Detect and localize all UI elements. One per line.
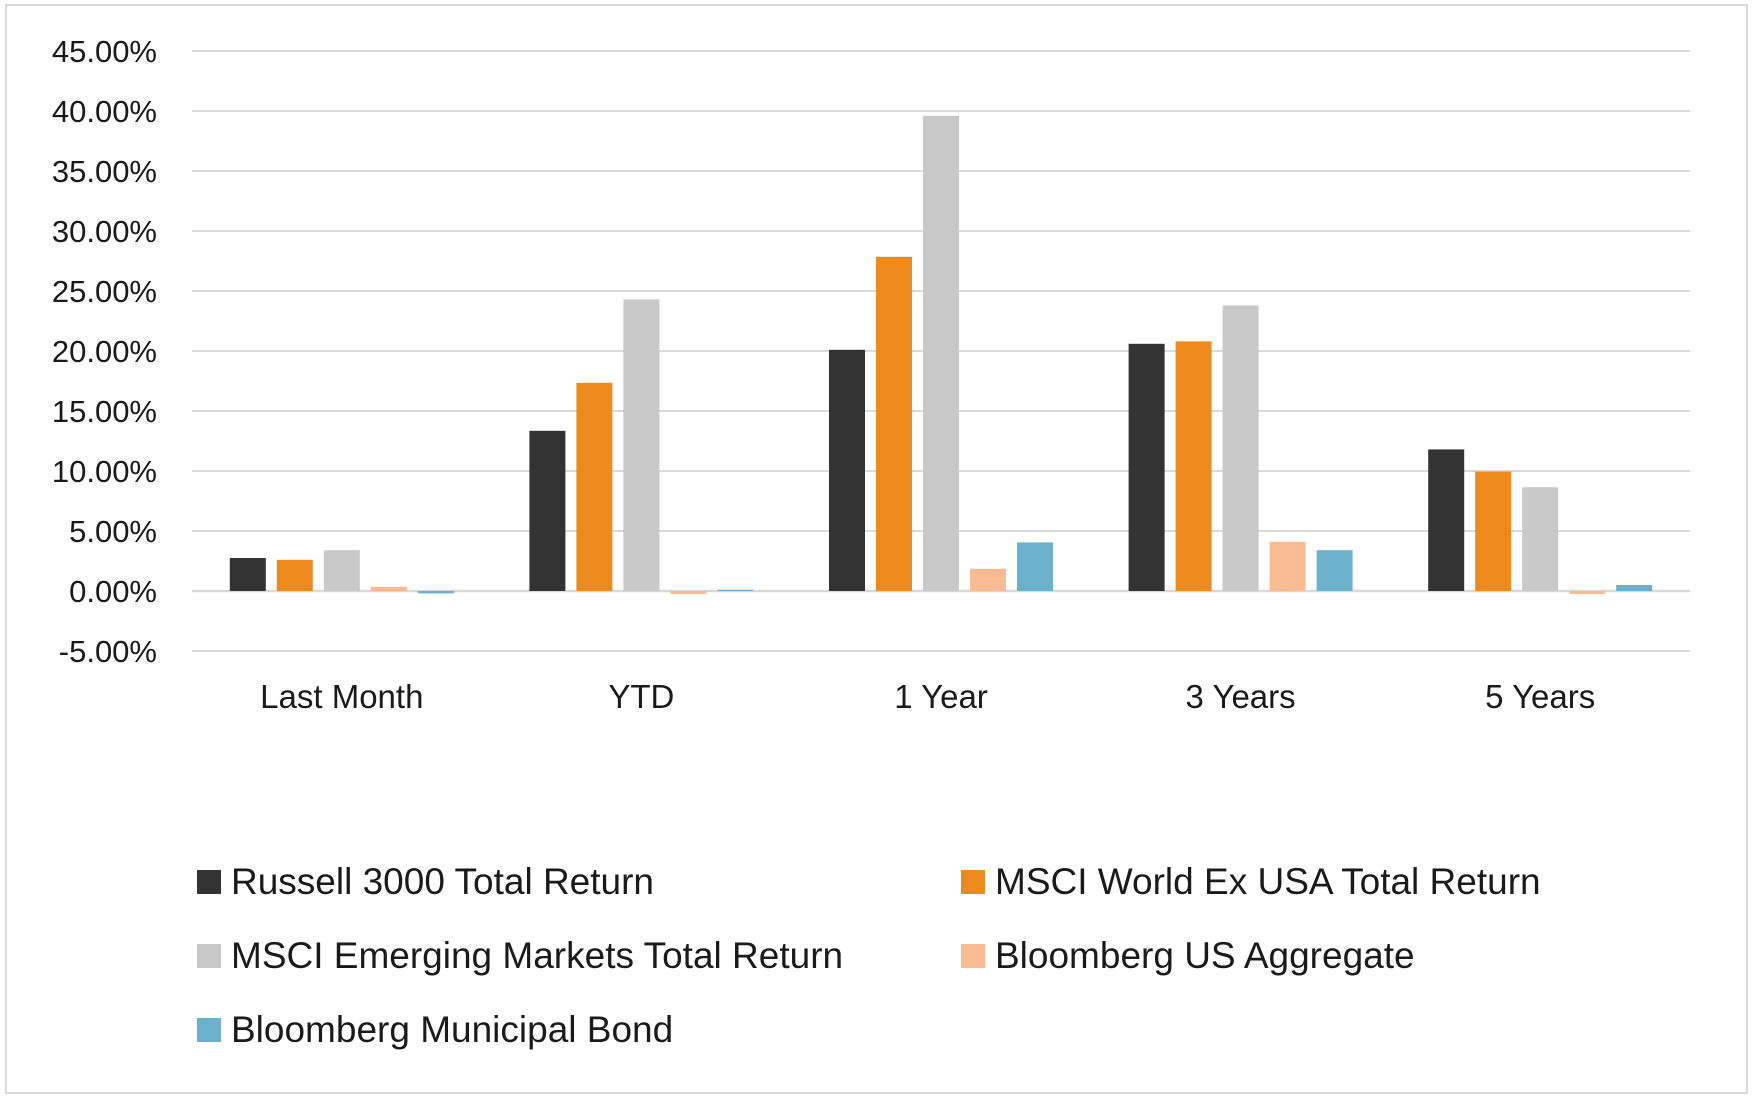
bar (1017, 542, 1053, 591)
y-tick-label: 45.00% (52, 34, 157, 69)
bar (717, 589, 754, 591)
y-tick-label: 40.00% (52, 94, 157, 129)
bar (276, 559, 313, 591)
legend-item: Russell 3000 Total Return (197, 861, 654, 903)
y-tick-label: 25.00% (52, 274, 157, 309)
legend-label: MSCI World Ex USA Total Return (995, 861, 1541, 902)
y-tick-label: 10.00% (52, 454, 157, 489)
y-tick-label: 5.00% (69, 514, 157, 549)
bar (1475, 471, 1512, 591)
y-tick-label: 35.00% (52, 154, 157, 189)
bar (370, 586, 407, 591)
bar (623, 299, 660, 591)
bar (1222, 305, 1259, 591)
bar (1522, 487, 1559, 591)
legend-swatch (961, 870, 985, 894)
legend-swatch (961, 944, 985, 968)
bar (576, 382, 613, 591)
x-category-label: YTD (608, 678, 674, 715)
y-tick-label: -5.00% (59, 634, 157, 669)
bar (229, 558, 266, 591)
bar (876, 256, 912, 591)
y-axis-tick-labels: 45.00% 40.00% 35.00% 30.00% 25.00% 20.00% 15.0… (52, 34, 157, 669)
bar (970, 568, 1006, 591)
y-tick-label: 15.00% (52, 394, 157, 429)
bar (670, 591, 707, 594)
bar (1269, 541, 1306, 591)
bar-chart: 45.00% 40.00% 35.00% 30.00% 25.00% 20.00% 15.0… (52, 34, 1690, 715)
legend-item: Bloomberg US Aggregate (961, 935, 1415, 977)
bar (323, 550, 360, 591)
bar (1569, 591, 1606, 594)
bar (1175, 341, 1212, 591)
x-category-label: Last Month (260, 678, 423, 715)
legend-label: Bloomberg Municipal Bond (231, 1009, 674, 1050)
bar (829, 349, 865, 591)
legend-swatch (197, 1018, 221, 1042)
bar (923, 115, 959, 592)
legend-item: MSCI Emerging Markets Total Return (197, 935, 843, 977)
legend-item: Bloomberg Municipal Bond (197, 1009, 673, 1051)
legend-item: MSCI World Ex USA Total Return (961, 861, 1541, 903)
bars (229, 115, 1653, 594)
legend-label: Bloomberg US Aggregate (995, 935, 1415, 976)
x-category-label: 3 Years (1186, 678, 1296, 715)
legend-swatch (197, 870, 221, 894)
bar (417, 591, 454, 594)
x-axis-category-labels: Last Month YTD 1 Year 3 Years 5 Years (260, 678, 1595, 715)
legend-label: MSCI Emerging Markets Total Return (231, 935, 844, 976)
x-category-label: 1 Year (894, 678, 988, 715)
y-tick-label: 30.00% (52, 214, 157, 249)
bar (1428, 449, 1465, 591)
bar (1128, 343, 1165, 591)
chart-frame: 45.00% 40.00% 35.00% 30.00% 25.00% 20.00% 15.0… (5, 4, 1748, 1094)
bar (1616, 585, 1653, 591)
legend-swatch (197, 944, 221, 968)
bar (529, 430, 566, 591)
y-tick-label: 0.00% (69, 574, 157, 609)
bar (1316, 550, 1353, 591)
y-tick-label: 20.00% (52, 334, 157, 369)
legend-label: Russell 3000 Total Return (231, 861, 655, 902)
x-category-label: 5 Years (1485, 678, 1595, 715)
